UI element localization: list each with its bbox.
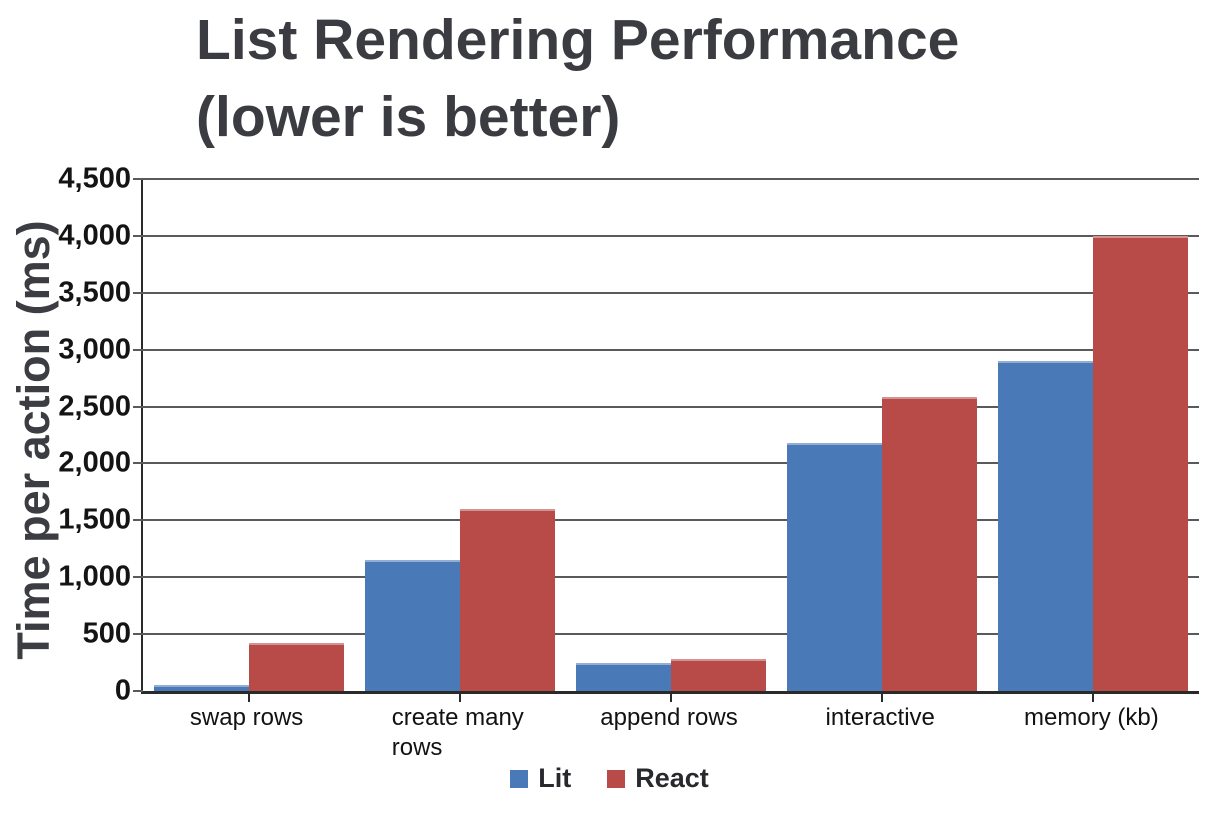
x-axis-label: append rows xyxy=(600,704,738,731)
gridline xyxy=(133,690,143,692)
chart-title-line-1: List Rendering Performance xyxy=(196,8,960,72)
bar-react xyxy=(248,643,344,691)
bar-react xyxy=(671,659,766,691)
x-tick xyxy=(881,691,884,702)
y-tick-label: 500 xyxy=(82,617,131,650)
y-tick-label: 2,000 xyxy=(58,446,131,479)
legend-item-react: React xyxy=(607,763,709,794)
x-tick xyxy=(1092,691,1095,702)
y-tick-label: 0 xyxy=(114,674,131,707)
bar-lit xyxy=(153,685,249,691)
bar-react xyxy=(1093,235,1189,691)
plot-area: 0 500 1,000 1,500 2,000 2,500 3,000 3,500 4,000 4… xyxy=(58,163,1199,707)
x-axis-label: swap rows xyxy=(189,704,304,731)
x-axis-label-slot: swap rows xyxy=(141,703,352,733)
chart-title-line-2: (lower is better) xyxy=(196,85,621,149)
gridline xyxy=(133,576,1199,579)
legend: Lit React xyxy=(0,763,1219,794)
legend-swatch-lit xyxy=(510,769,529,788)
y-tick-label: 4,500 xyxy=(58,162,131,195)
x-axis-label-slot: append rows xyxy=(563,703,774,733)
bar-lit xyxy=(364,560,460,691)
gridline xyxy=(133,405,1199,408)
x-tick xyxy=(670,691,672,702)
legend-item-lit: Lit xyxy=(510,763,571,794)
gridline xyxy=(133,462,1199,465)
y-tick-label: 1,500 xyxy=(58,503,131,536)
y-tick-label: 3,000 xyxy=(58,333,131,366)
x-axis-labels: swap rows create many rows append rows inte… xyxy=(141,703,1197,765)
x-tick xyxy=(458,691,461,702)
y-tick-label: 3,500 xyxy=(58,276,131,309)
y-axis-title: Time per action (ms) xyxy=(8,220,59,660)
bar-react xyxy=(882,397,978,691)
gridline xyxy=(133,291,1199,294)
x-axis-label: interactive xyxy=(825,704,935,731)
legend-swatch-react xyxy=(607,769,626,788)
bar-lit xyxy=(787,442,883,691)
legend-label: React xyxy=(635,763,709,793)
y-tick-label: 4,000 xyxy=(58,219,131,252)
x-axis-label: create many rows xyxy=(391,704,524,761)
y-tick-label: 2,500 xyxy=(58,390,131,423)
gridline xyxy=(133,348,1199,351)
bar-lit xyxy=(576,662,671,691)
x-axis-label-slot: memory (kb) xyxy=(986,703,1197,733)
x-tick xyxy=(247,691,250,702)
gridline xyxy=(133,234,1199,237)
gridline xyxy=(133,178,1199,180)
gridline xyxy=(133,519,1199,522)
x-axis-label: memory (kb) xyxy=(1024,704,1159,731)
gridline xyxy=(133,633,1199,636)
bar-react xyxy=(459,508,555,691)
x-axis-label-slot: interactive xyxy=(775,703,986,733)
bar-lit xyxy=(998,361,1094,691)
y-tick-label: 1,000 xyxy=(58,560,131,593)
legend-label: Lit xyxy=(538,763,572,793)
x-axis-label-slot: create many rows xyxy=(352,703,563,763)
chart-title: List Rendering Performance (lower is bet… xyxy=(196,2,959,156)
